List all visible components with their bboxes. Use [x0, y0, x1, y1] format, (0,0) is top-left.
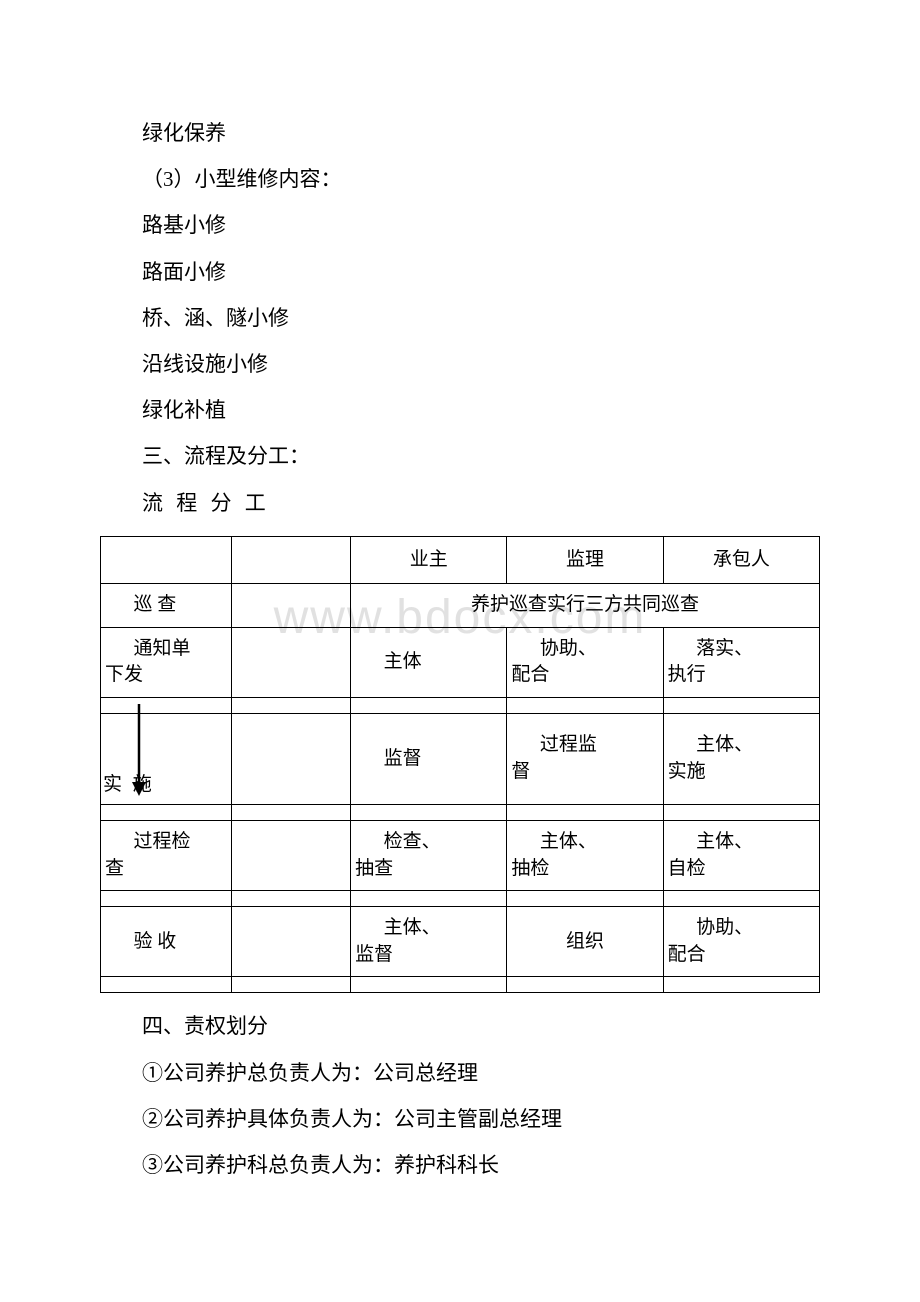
notice-label-line1: 通知单 [105, 636, 227, 663]
spacer-cell [507, 977, 663, 993]
implement-label-cell: 实 施 [101, 714, 232, 805]
spacer-cell [663, 977, 819, 993]
spacer-cell [663, 805, 819, 821]
notice-contractor-line2: 执行 [668, 664, 706, 685]
header-supervisor: 监理 [507, 536, 663, 584]
notice-supervisor: 协助、 配合 [507, 627, 663, 697]
table-row-process-check: 过程检 查 检查、 抽查 主体、 抽检 主体、 自检 [101, 821, 820, 891]
process-check-owner-line2: 抽查 [355, 858, 393, 879]
process-check-label-line1: 过程检 [105, 829, 227, 856]
text-line-1: 绿化保养 [100, 110, 820, 156]
process-check-label-line2: 查 [105, 858, 124, 879]
spacer-cell [101, 805, 232, 821]
spacer-cell [232, 698, 351, 714]
table-spacer-2 [101, 805, 820, 821]
process-check-contractor: 主体、 自检 [663, 821, 819, 891]
process-check-supervisor: 主体、 抽检 [507, 821, 663, 891]
table-spacer-1 [101, 698, 820, 714]
spacer-cell [351, 805, 507, 821]
process-check-contractor-line1: 主体、 [668, 829, 815, 856]
acceptance-contractor-line2: 配合 [668, 944, 706, 965]
acceptance-contractor: 协助、 配合 [663, 907, 819, 977]
notice-contractor-line1: 落实、 [668, 636, 815, 663]
table-row-notice: 通知单 下发 主体 协助、 配合 落实、 执行 [101, 627, 820, 697]
notice-supervisor-line2: 配合 [511, 664, 549, 685]
text-line-8: 三、流程及分工： [100, 433, 820, 479]
process-check-supervisor-line2: 抽检 [511, 858, 549, 879]
implement-supervisor: 过程监 督 [507, 714, 663, 805]
process-check-owner: 检查、 抽查 [351, 821, 507, 891]
spacer-cell [232, 891, 351, 907]
acceptance-owner: 主体、 监督 [351, 907, 507, 977]
spacer-cell [663, 891, 819, 907]
text-line-3: 路基小修 [100, 202, 820, 248]
workflow-table: 业主 监理 承包人 巡 查 养护巡查实行三方共同巡查 通知单 下发 主体 协助、… [100, 536, 820, 994]
implement-contractor-line1: 主体、 [668, 732, 815, 759]
implement-contractor-line2: 实施 [668, 761, 706, 782]
spacer-cell [351, 977, 507, 993]
text-line-12: ②公司养护具体负责人为：公司主管副总经理 [100, 1096, 820, 1142]
header-contractor: 承包人 [663, 536, 819, 584]
spacer-cell [101, 698, 232, 714]
table-spacer-3 [101, 891, 820, 907]
implement-supervisor-line1: 过程监 [511, 732, 658, 759]
process-check-supervisor-line1: 主体、 [511, 829, 658, 856]
notice-owner: 主体 [351, 627, 507, 697]
text-line-2: （3）小型维修内容： [100, 156, 820, 202]
process-check-empty [232, 821, 351, 891]
text-line-10: 四、责权划分 [100, 1003, 820, 1049]
notice-label-line2: 下发 [105, 664, 143, 685]
table-row-acceptance: 验 收 主体、 监督 组织 协助、 配合 [101, 907, 820, 977]
workflow-table-container: 业主 监理 承包人 巡 查 养护巡查实行三方共同巡查 通知单 下发 主体 协助、… [100, 536, 820, 994]
acceptance-supervisor: 组织 [507, 907, 663, 977]
header-empty-1 [101, 536, 232, 584]
acceptance-owner-line1: 主体、 [355, 915, 502, 942]
acceptance-contractor-line1: 协助、 [668, 915, 815, 942]
spacer-cell [351, 891, 507, 907]
spacer-cell [351, 698, 507, 714]
implement-label-text: 实 施 [103, 772, 155, 799]
text-line-13: ③公司养护科总负责人为：养护科科长 [100, 1142, 820, 1188]
process-check-owner-line1: 检查、 [355, 829, 502, 856]
text-line-5: 桥、涵、隧小修 [100, 295, 820, 341]
notice-contractor: 落实、 执行 [663, 627, 819, 697]
text-line-4: 路面小修 [100, 249, 820, 295]
inspect-merged: 养护巡查实行三方共同巡查 [351, 584, 820, 628]
process-check-label: 过程检 查 [101, 821, 232, 891]
notice-empty [232, 627, 351, 697]
spacer-cell [507, 805, 663, 821]
table-header-row: 业主 监理 承包人 [101, 536, 820, 584]
table-spacer-4 [101, 977, 820, 993]
spacer-cell [507, 891, 663, 907]
text-line-11: ①公司养护总负责人为：公司总经理 [100, 1050, 820, 1096]
text-line-6: 沿线设施小修 [100, 341, 820, 387]
document-page: 绿化保养 （3）小型维修内容： 路基小修 路面小修 桥、涵、隧小修 沿线设施小修… [0, 0, 920, 1248]
implement-empty [232, 714, 351, 805]
acceptance-label: 验 收 [101, 907, 232, 977]
spacer-cell [101, 977, 232, 993]
spacer-cell [663, 698, 819, 714]
notice-supervisor-line1: 协助、 [511, 636, 658, 663]
process-check-contractor-line2: 自检 [668, 858, 706, 879]
notice-label: 通知单 下发 [101, 627, 232, 697]
spacer-cell [101, 891, 232, 907]
inspect-empty [232, 584, 351, 628]
implement-owner: 监督 [351, 714, 507, 805]
arrow-container: 实 施 [101, 714, 231, 804]
implement-contractor: 主体、 实施 [663, 714, 819, 805]
spacer-cell [507, 698, 663, 714]
text-line-7: 绿化补植 [100, 387, 820, 433]
inspect-label: 巡 查 [101, 584, 232, 628]
text-line-9: 流 程 分 工 [100, 480, 820, 526]
header-empty-2 [232, 536, 351, 584]
implement-supervisor-line2: 督 [511, 761, 530, 782]
acceptance-owner-line2: 监督 [355, 944, 393, 965]
header-owner: 业主 [351, 536, 507, 584]
spacer-cell [232, 805, 351, 821]
spacer-cell [232, 977, 351, 993]
acceptance-empty [232, 907, 351, 977]
table-row-implement: 实 施 监督 过程监 督 主体、 实施 [101, 714, 820, 805]
table-row-inspect: 巡 查 养护巡查实行三方共同巡查 [101, 584, 820, 628]
